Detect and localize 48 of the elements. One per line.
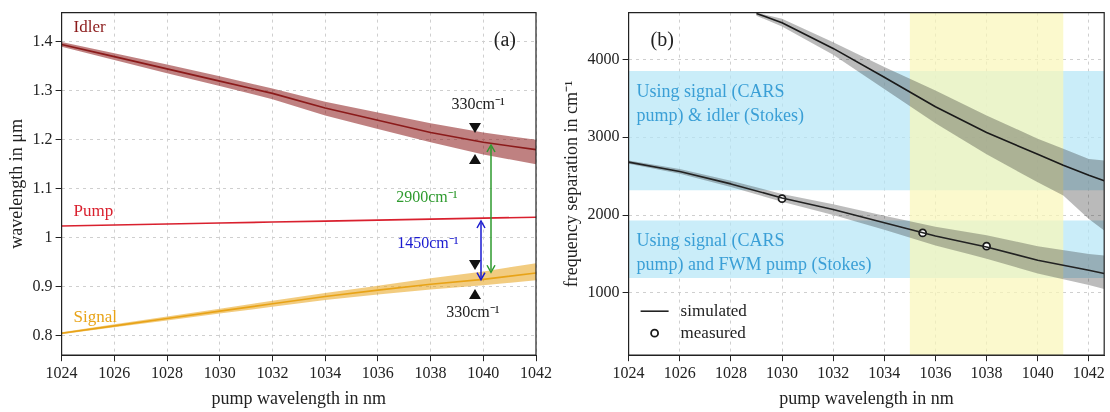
x-tick-label: 1040 — [1021, 364, 1054, 381]
x-tick-label: 1032 — [256, 364, 289, 381]
x-tick-label: 1038 — [970, 364, 1003, 381]
series-label: Signal — [73, 307, 118, 327]
band-label: Using signal (CARS pump) and FWM pump (Stokes) — [636, 230, 872, 276]
y-tick-label: 3000 — [587, 127, 620, 145]
x-axis-title: pump wavelength in nm — [779, 387, 954, 408]
x-tick-label: 1042 — [1072, 364, 1105, 381]
x-tick-label: 1042 — [520, 364, 552, 381]
y-tick-label: 1.2 — [32, 130, 53, 148]
x-tick-label: 1030 — [766, 364, 799, 381]
y-axis-title: frequency separation in cm⁻¹ — [560, 80, 581, 288]
x-tick-label: 1036 — [919, 364, 952, 381]
text: (a) — [493, 27, 516, 51]
x-tick-label: 1028 — [714, 364, 747, 381]
x-tick-label: 1030 — [203, 364, 236, 381]
series-label: Pump — [73, 200, 114, 220]
y-tick-label: 1 — [44, 227, 53, 245]
x-tick-label: 1028 — [151, 364, 184, 381]
y-axis-title: wavelength in μm — [5, 119, 26, 249]
y-tick-label: 1.4 — [32, 32, 53, 50]
y-tick-label: 2000 — [587, 205, 620, 223]
x-tick-label: 1040 — [467, 364, 500, 381]
annotation: 2900cm⁻¹ — [396, 187, 458, 205]
band-label: Using signal (CARS pump) & idler (Stokes) — [636, 80, 805, 126]
legend-label: measured — [680, 322, 747, 342]
y-tick-label: 0.8 — [32, 325, 53, 343]
x-tick-label: 1034 — [309, 364, 342, 381]
x-tick-label: 1024 — [612, 364, 645, 381]
annotation: 1450cm⁻¹ — [397, 234, 459, 252]
text: (b) — [650, 27, 674, 51]
x-axis-title: pump wavelength in nm — [211, 387, 387, 408]
x-tick-label: 1032 — [817, 364, 850, 381]
annotation: 330cm⁻¹ — [451, 95, 505, 113]
x-tick-label: 1026 — [98, 364, 131, 381]
x-tick-label: 1024 — [45, 364, 78, 381]
y-tick-label: 4000 — [587, 49, 620, 67]
legend-label: simulated — [680, 300, 748, 320]
x-tick-label: 1036 — [361, 364, 394, 381]
y-tick-label: 1.3 — [32, 81, 53, 99]
x-tick-label: 1038 — [414, 364, 447, 381]
x-tick-label: 1034 — [868, 364, 901, 381]
series-label: Idler — [73, 16, 107, 36]
y-tick-label: 0.9 — [32, 276, 53, 294]
annotation: 330cm⁻¹ — [446, 302, 500, 320]
y-tick-label: 1000 — [587, 283, 620, 301]
x-tick-label: 1026 — [663, 364, 696, 381]
y-tick-label: 1.1 — [32, 179, 53, 196]
